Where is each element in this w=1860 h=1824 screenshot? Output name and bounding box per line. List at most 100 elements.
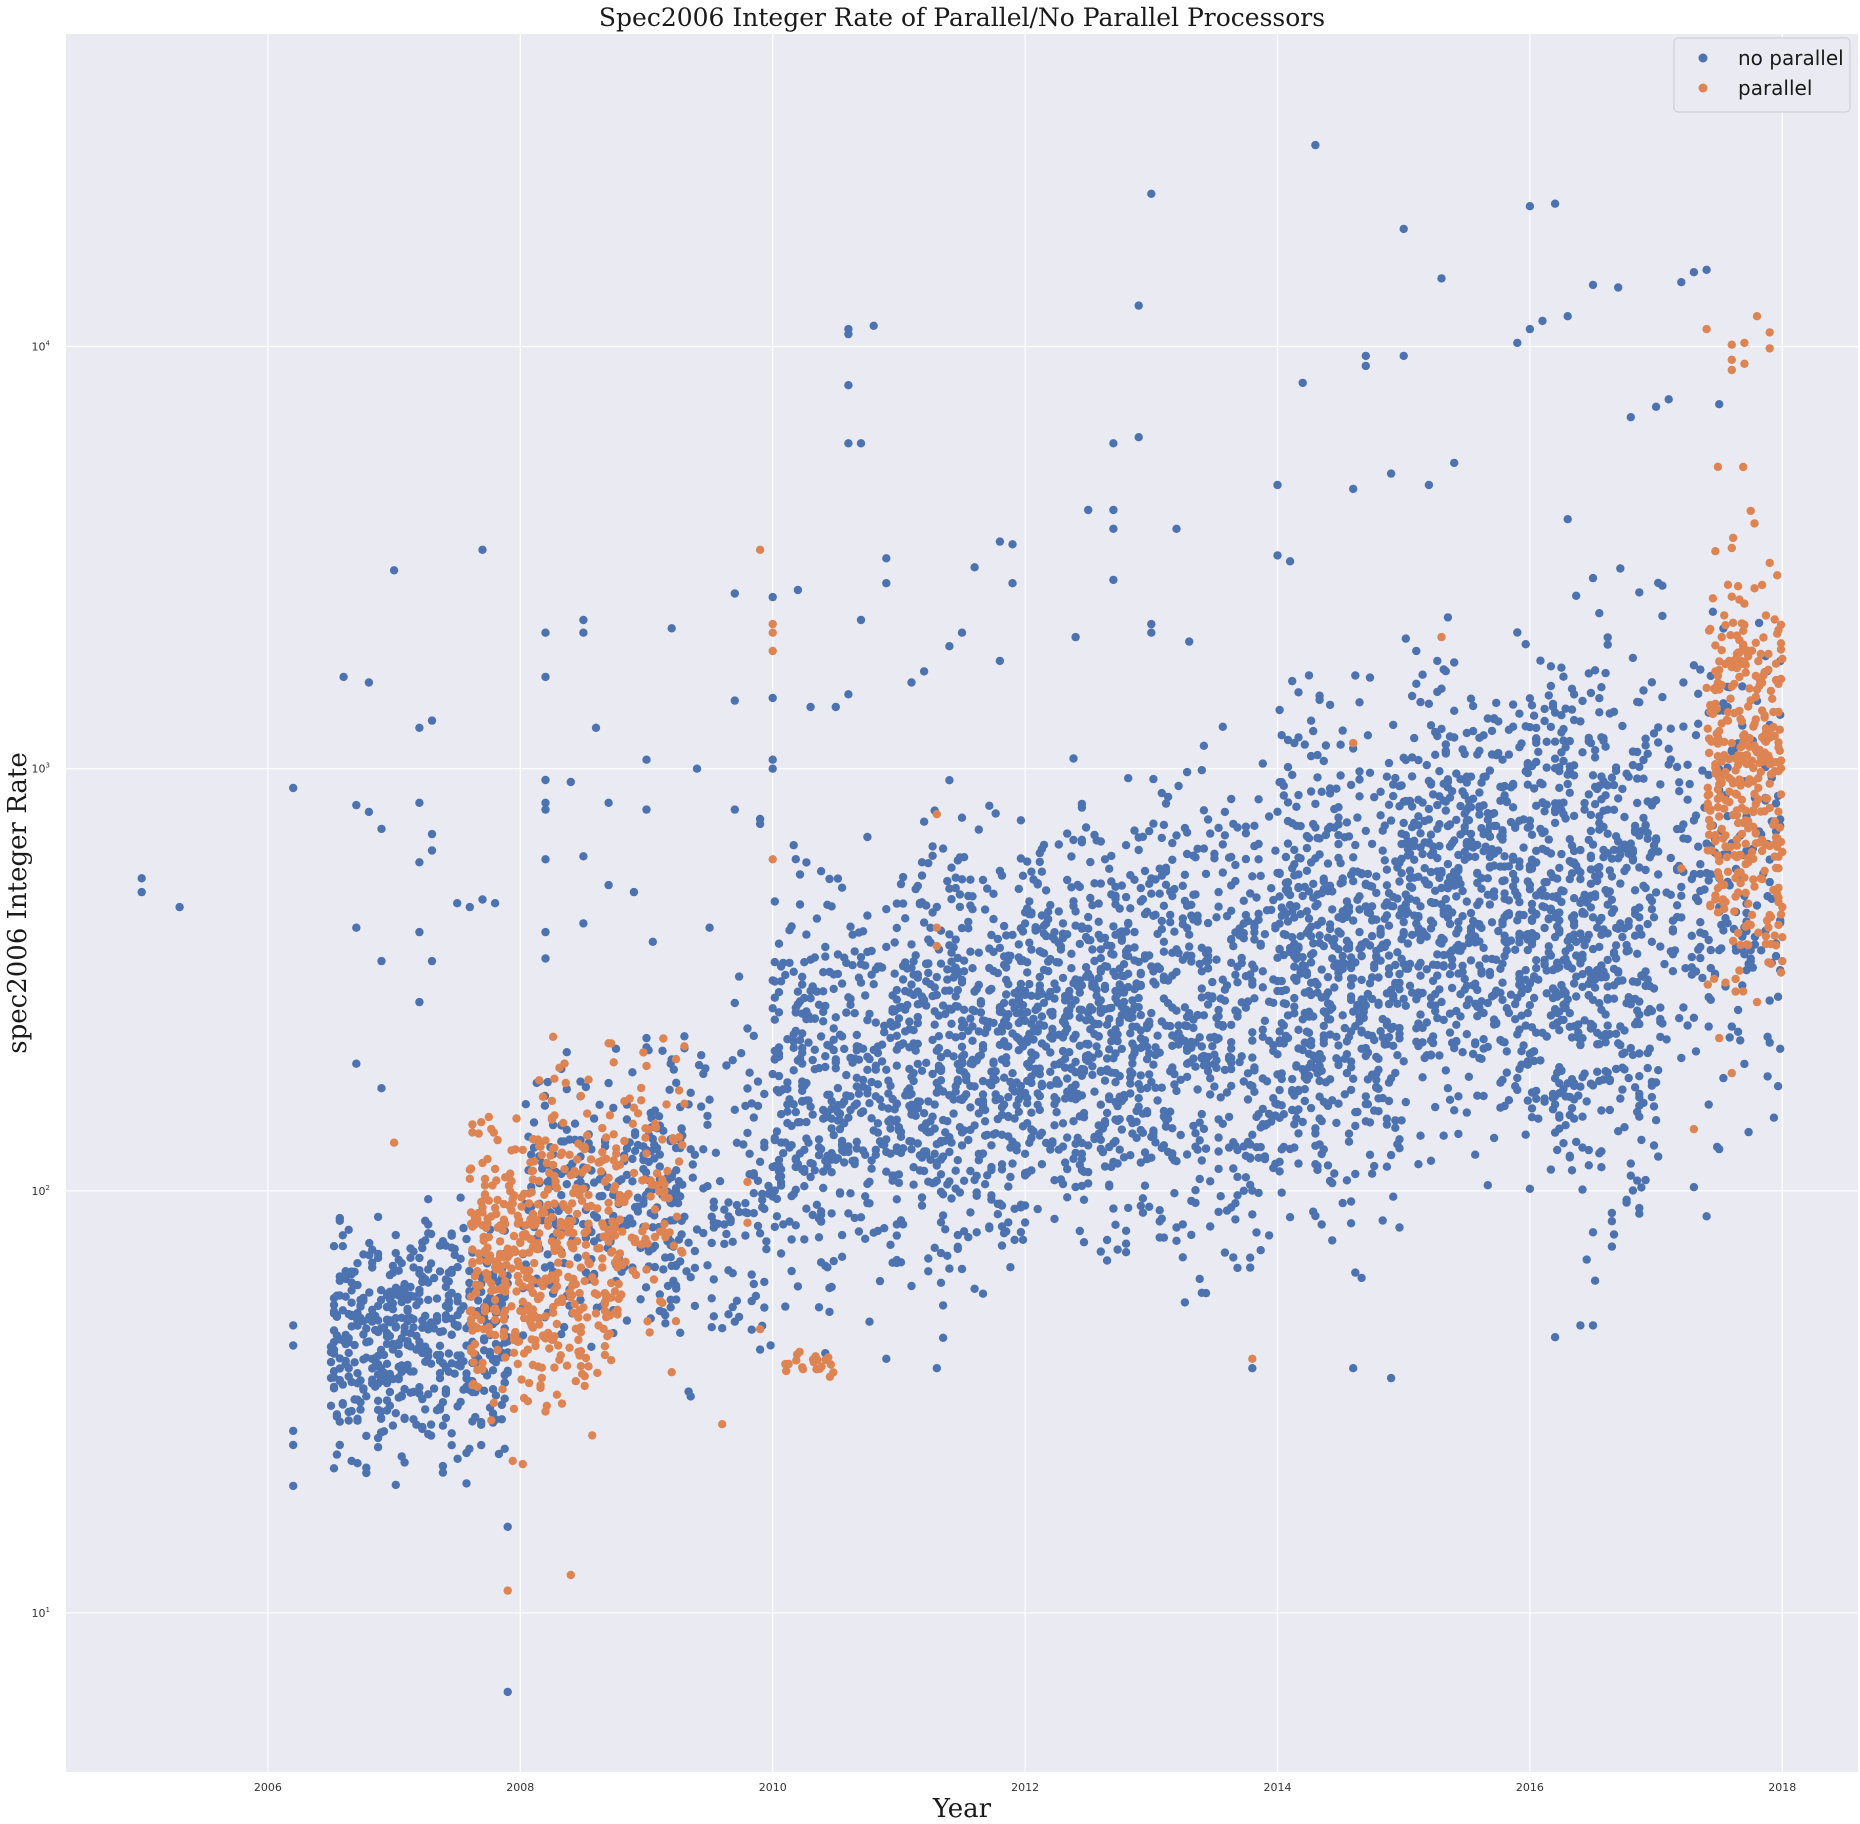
data-point bbox=[785, 1095, 794, 1104]
data-point bbox=[1357, 975, 1366, 985]
data-point bbox=[1145, 1070, 1154, 1079]
data-point bbox=[703, 1120, 712, 1130]
data-point bbox=[909, 1110, 918, 1119]
data-point bbox=[1389, 1192, 1398, 1201]
data-point bbox=[959, 1176, 969, 1186]
data-point bbox=[1407, 753, 1417, 762]
data-point bbox=[1614, 794, 1623, 803]
data-point bbox=[1264, 1109, 1274, 1119]
data-point bbox=[541, 855, 550, 864]
data-point bbox=[438, 1468, 448, 1477]
data-point bbox=[1294, 1159, 1303, 1168]
data-point bbox=[1260, 1121, 1270, 1130]
data-point bbox=[964, 917, 973, 927]
data-point bbox=[776, 1110, 786, 1119]
data-point bbox=[957, 1141, 967, 1150]
data-point bbox=[1187, 900, 1196, 909]
data-point bbox=[1277, 1101, 1286, 1110]
data-point bbox=[1071, 975, 1080, 984]
data-point bbox=[1624, 921, 1633, 931]
data-point bbox=[814, 1135, 824, 1144]
data-point bbox=[1704, 876, 1713, 885]
data-point bbox=[1611, 954, 1621, 963]
data-point bbox=[415, 798, 424, 807]
data-point bbox=[1546, 849, 1556, 858]
data-point bbox=[1285, 1144, 1295, 1154]
data-point bbox=[1367, 931, 1377, 941]
data-point bbox=[1540, 716, 1549, 726]
data-point bbox=[622, 1115, 632, 1124]
data-point bbox=[1081, 1039, 1091, 1049]
data-point bbox=[1065, 1048, 1074, 1057]
data-point bbox=[896, 1002, 906, 1012]
data-point bbox=[957, 923, 967, 933]
data-point bbox=[541, 628, 550, 637]
data-point bbox=[1628, 845, 1638, 855]
data-point bbox=[1389, 892, 1398, 902]
data-point bbox=[1473, 1012, 1482, 1021]
data-point bbox=[781, 970, 790, 980]
data-point bbox=[1187, 1043, 1196, 1053]
data-point bbox=[829, 970, 838, 979]
data-point bbox=[1157, 1214, 1167, 1223]
data-point bbox=[816, 1207, 826, 1216]
data-point bbox=[1138, 895, 1148, 904]
data-point bbox=[1496, 1103, 1505, 1112]
data-point bbox=[365, 1288, 374, 1297]
data-point bbox=[388, 1374, 398, 1384]
data-point bbox=[1532, 891, 1541, 900]
data-point bbox=[1542, 989, 1551, 998]
data-point bbox=[734, 1312, 744, 1322]
data-point bbox=[1565, 943, 1575, 952]
data-point bbox=[1370, 963, 1379, 973]
data-point bbox=[951, 1166, 960, 1175]
data-point bbox=[1079, 1238, 1089, 1247]
data-point bbox=[1216, 1192, 1225, 1201]
data-point bbox=[1243, 1069, 1253, 1078]
data-point bbox=[1315, 931, 1324, 940]
data-point bbox=[1096, 1135, 1106, 1145]
data-point bbox=[1637, 1135, 1646, 1145]
data-point bbox=[1628, 760, 1638, 770]
data-point bbox=[1155, 889, 1164, 898]
data-point bbox=[1027, 945, 1036, 954]
data-point bbox=[1134, 1094, 1143, 1103]
data-point bbox=[1290, 973, 1299, 983]
data-point bbox=[1102, 1067, 1112, 1076]
data-point bbox=[894, 1178, 904, 1188]
data-point bbox=[1769, 1113, 1779, 1122]
data-point bbox=[821, 1001, 830, 1011]
data-point bbox=[888, 1022, 897, 1031]
data-point bbox=[1161, 1122, 1171, 1131]
data-point bbox=[1187, 1230, 1196, 1240]
data-point bbox=[1605, 1030, 1615, 1039]
data-point bbox=[1199, 1124, 1209, 1134]
data-point bbox=[1654, 738, 1663, 747]
data-point bbox=[1559, 1015, 1568, 1025]
data-point bbox=[1569, 894, 1579, 903]
data-point bbox=[347, 1456, 356, 1466]
data-point bbox=[938, 1115, 948, 1125]
data-point bbox=[1475, 788, 1484, 797]
data-point bbox=[1008, 930, 1017, 940]
data-point bbox=[1635, 831, 1644, 840]
data-point bbox=[795, 997, 805, 1006]
data-point bbox=[1691, 811, 1701, 820]
data-point bbox=[359, 1330, 368, 1339]
data-point bbox=[1014, 940, 1023, 949]
data-point bbox=[409, 1415, 418, 1424]
data-point bbox=[1431, 886, 1440, 895]
data-point bbox=[734, 972, 744, 981]
data-point bbox=[1126, 1029, 1135, 1038]
data-point bbox=[1384, 921, 1394, 930]
data-point bbox=[338, 1242, 347, 1251]
data-point bbox=[412, 1301, 421, 1310]
data-point bbox=[1450, 706, 1459, 715]
data-point bbox=[1033, 1204, 1042, 1214]
data-point bbox=[1492, 698, 1501, 708]
data-point bbox=[424, 1195, 433, 1204]
data-point bbox=[382, 1339, 392, 1349]
data-point bbox=[1372, 1052, 1381, 1062]
data-point bbox=[774, 939, 784, 948]
data-point bbox=[1136, 1010, 1146, 1020]
